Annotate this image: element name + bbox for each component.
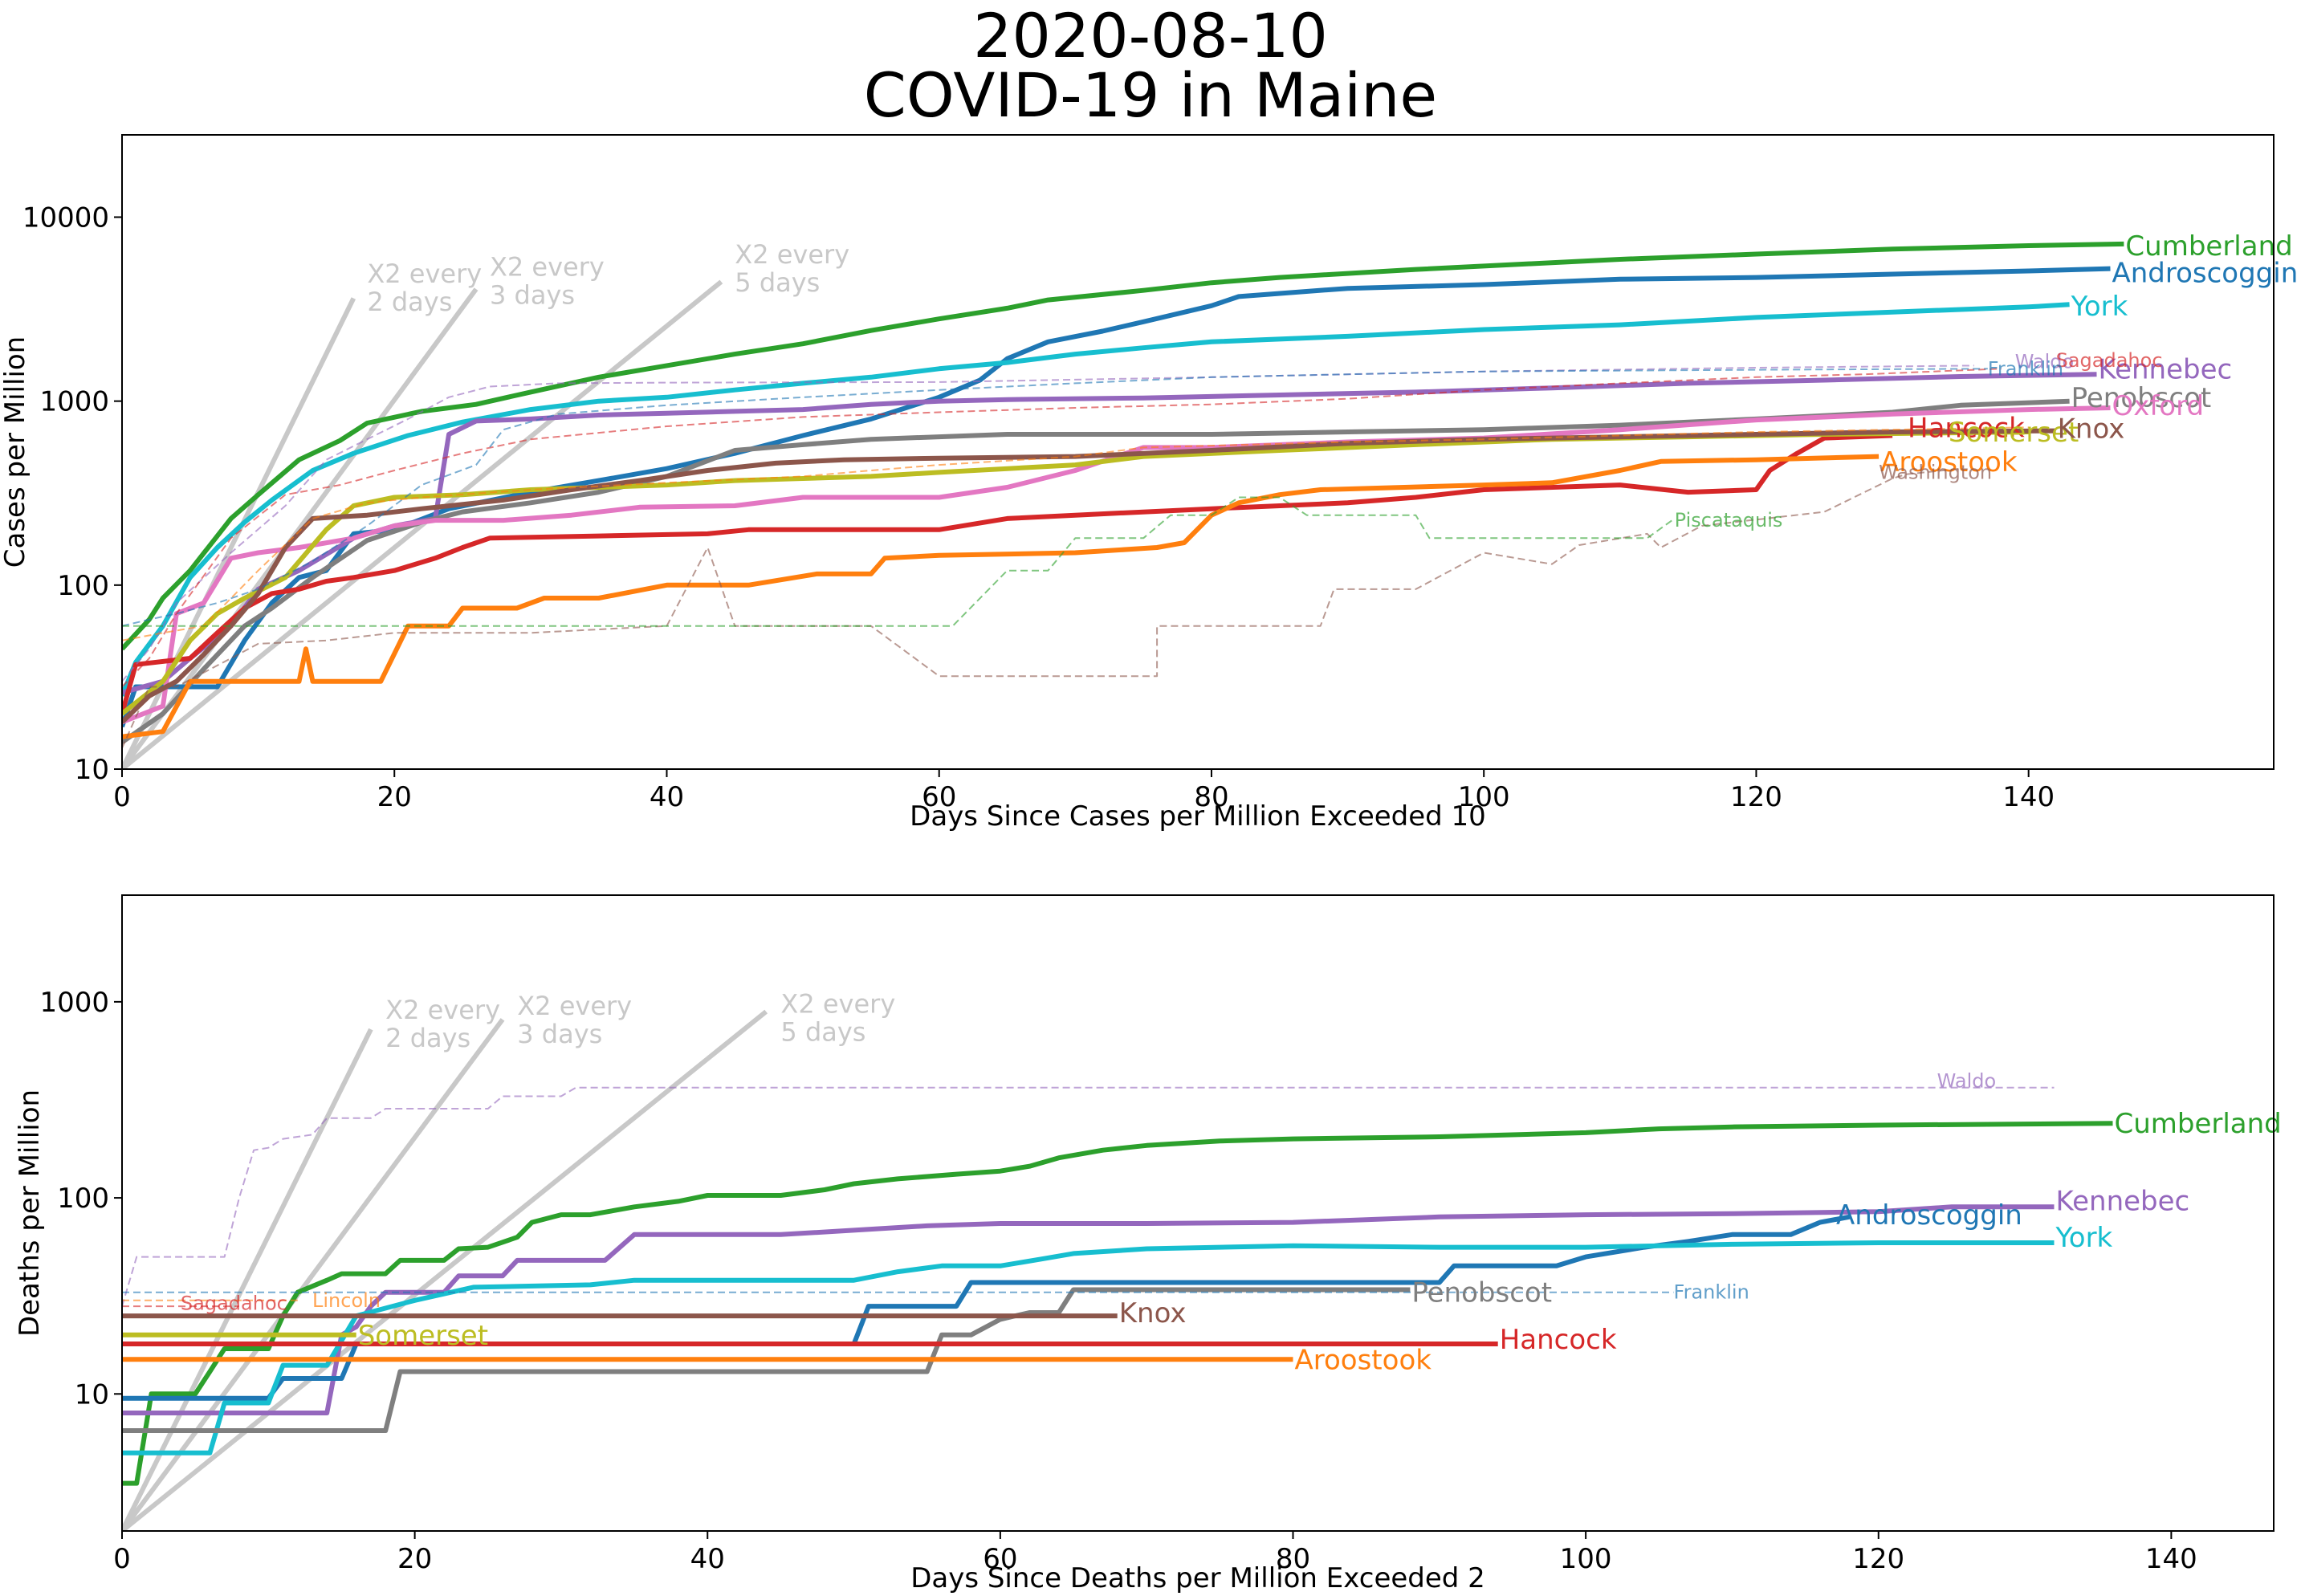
cases-plot-frame bbox=[121, 134, 2275, 770]
deaths-series-cumberland bbox=[122, 1121, 2113, 1486]
cases-series-label-franklin: Franklin bbox=[1988, 357, 2063, 380]
deaths-series-androscoggin bbox=[122, 1214, 1850, 1401]
deaths-series-label-franklin: Franklin bbox=[1674, 1281, 1749, 1304]
cases-guide-label-3d-line1: X2 every bbox=[490, 252, 605, 283]
deaths-series-label-cumberland: Cumberland bbox=[2114, 1108, 2281, 1140]
cases-y-axis-label: Cases per Million bbox=[0, 336, 31, 568]
deaths-guide-label-3d-line1: X2 every bbox=[517, 991, 632, 1021]
deaths-xtick-label-40: 40 bbox=[690, 1543, 725, 1575]
cases-ytick-label-100: 100 bbox=[57, 570, 109, 602]
deaths-series-penobscot bbox=[122, 1287, 1411, 1433]
deaths-guide-line-2d bbox=[122, 1028, 373, 1531]
cases-xtick-label-140: 140 bbox=[2002, 781, 2055, 813]
deaths-series-label-sagadahoc: Sagadahoc bbox=[181, 1292, 287, 1314]
deaths-series-label-penobscot: Penobscot bbox=[1411, 1277, 1552, 1309]
deaths-guide-line-3d bbox=[122, 1018, 505, 1531]
cases-xtick-label-60: 60 bbox=[922, 781, 956, 813]
cases-series-sagadahoc bbox=[122, 368, 2002, 688]
cases-series-label-androscoggin: Androscoggin bbox=[2112, 257, 2298, 289]
cases-series-label-washington: Washington bbox=[1879, 461, 1992, 483]
cases-series-label-waldo: Waldo bbox=[2015, 350, 2075, 373]
cases-series-label-aroostook: Aroostook bbox=[1880, 446, 2018, 478]
cases-series-label-knox: Knox bbox=[2058, 413, 2125, 446]
cases-ytick-label-10: 10 bbox=[75, 754, 109, 786]
deaths-xtick-label-20: 20 bbox=[397, 1543, 432, 1575]
deaths-ytick-label-1000: 1000 bbox=[39, 987, 109, 1019]
cases-series-lincoln bbox=[122, 426, 2029, 641]
cases-xtick-label-80: 80 bbox=[1194, 781, 1228, 813]
deaths-series-label-aroostook: Aroostook bbox=[1295, 1344, 1432, 1376]
cases-series-aroostook bbox=[122, 454, 1879, 739]
deaths-xtick-label-140: 140 bbox=[2145, 1543, 2197, 1575]
deaths-x-axis-label: Days Since Deaths per Million Exceeded 2 bbox=[910, 1562, 1485, 1594]
cases-ytick-label-10000: 10000 bbox=[22, 202, 109, 234]
deaths-series-label-somerset: Somerset bbox=[358, 1320, 488, 1352]
cases-xtick-label-120: 120 bbox=[1730, 781, 1782, 813]
deaths-xtick-label-0: 0 bbox=[113, 1543, 131, 1575]
deaths-guide-label-5d-line2: 5 days bbox=[780, 1016, 865, 1047]
cases-series-hancock bbox=[122, 433, 1893, 715]
deaths-series-label-york: York bbox=[2055, 1222, 2113, 1254]
cases-series-piscataquis bbox=[122, 496, 1676, 627]
deaths-series-label-waldo: Waldo bbox=[1937, 1069, 1997, 1092]
cases-series-somerset bbox=[122, 430, 2029, 716]
cases-guide-label-3d-line2: 3 days bbox=[490, 280, 575, 311]
deaths-series-york bbox=[122, 1240, 2055, 1456]
cases-xtick-label-100: 100 bbox=[1458, 781, 1510, 813]
cases-xtick-label-40: 40 bbox=[650, 781, 684, 813]
deaths-xtick-label-100: 100 bbox=[1560, 1543, 1612, 1575]
cases-series-label-somerset: Somerset bbox=[1949, 417, 2079, 449]
deaths-guide-label-5d-line1: X2 every bbox=[780, 988, 895, 1019]
cases-series-label-hancock: Hancock bbox=[1908, 412, 2025, 444]
cases-series-label-cumberland: Cumberland bbox=[2125, 230, 2292, 263]
chart-title-main: COVID-19 in Maine bbox=[863, 59, 1438, 131]
deaths-ytick-label-10: 10 bbox=[75, 1378, 109, 1411]
cases-series-oxford bbox=[122, 405, 2111, 725]
cases-xtick-label-0: 0 bbox=[113, 781, 131, 813]
deaths-ytick-label-100: 100 bbox=[57, 1183, 109, 1215]
cases-series-franklin bbox=[122, 368, 1988, 627]
cases-x-axis-label: Days Since Cases per Million Exceeded 10 bbox=[910, 800, 1486, 833]
deaths-series-label-knox: Knox bbox=[1119, 1297, 1187, 1329]
deaths-series-label-androscoggin: Androscoggin bbox=[1836, 1199, 2022, 1232]
deaths-xtick-label-60: 60 bbox=[983, 1543, 1017, 1575]
deaths-series-waldo bbox=[122, 1086, 2055, 1307]
cases-series-label-oxford: Oxford bbox=[2112, 390, 2204, 422]
cases-series-penobscot bbox=[122, 398, 2070, 744]
cases-guide-label-2d-line1: X2 every bbox=[367, 259, 482, 289]
deaths-series-label-lincoln: Lincoln bbox=[312, 1289, 381, 1312]
cases-guide-label-5d-line1: X2 every bbox=[735, 239, 849, 270]
cases-series-cumberland bbox=[122, 241, 2124, 651]
deaths-plot-frame bbox=[121, 894, 2275, 1532]
cases-guide-label-5d-line2: 5 days bbox=[735, 267, 820, 298]
cases-ytick-label-1000: 1000 bbox=[39, 386, 109, 418]
cases-series-label-york: York bbox=[2071, 291, 2128, 323]
chart-title-date: 2020-08-10 bbox=[973, 0, 1328, 71]
deaths-guide-label-3d-line2: 3 days bbox=[517, 1019, 602, 1049]
deaths-series-kennebec bbox=[122, 1204, 2055, 1415]
cases-series-label-penobscot: Penobscot bbox=[2071, 382, 2212, 414]
deaths-guide-label-2d-line2: 2 days bbox=[385, 1023, 470, 1053]
cases-series-label-kennebec: Kennebec bbox=[2098, 353, 2232, 385]
cases-guide-label-2d-line2: 2 days bbox=[367, 287, 452, 317]
deaths-y-axis-label: Deaths per Million bbox=[14, 1089, 46, 1337]
cases-series-washington bbox=[122, 467, 1961, 749]
deaths-guide-label-2d-line1: X2 every bbox=[385, 995, 500, 1025]
cases-series-york bbox=[122, 302, 2070, 697]
cases-guide-line-5d bbox=[122, 279, 723, 769]
cases-series-label-piscataquis: Piscataquis bbox=[1675, 509, 1783, 531]
deaths-xtick-label-80: 80 bbox=[1276, 1543, 1310, 1575]
deaths-guide-line-5d bbox=[122, 1009, 768, 1531]
deaths-series-label-hancock: Hancock bbox=[1500, 1324, 1617, 1356]
cases-series-label-sagadahoc: Sagadahoc bbox=[2056, 349, 2163, 372]
deaths-series-label-kennebec: Kennebec bbox=[2056, 1185, 2190, 1217]
deaths-xtick-label-120: 120 bbox=[1852, 1543, 1904, 1575]
cases-series-kennebec bbox=[122, 372, 2097, 695]
cases-xtick-label-20: 20 bbox=[377, 781, 412, 813]
